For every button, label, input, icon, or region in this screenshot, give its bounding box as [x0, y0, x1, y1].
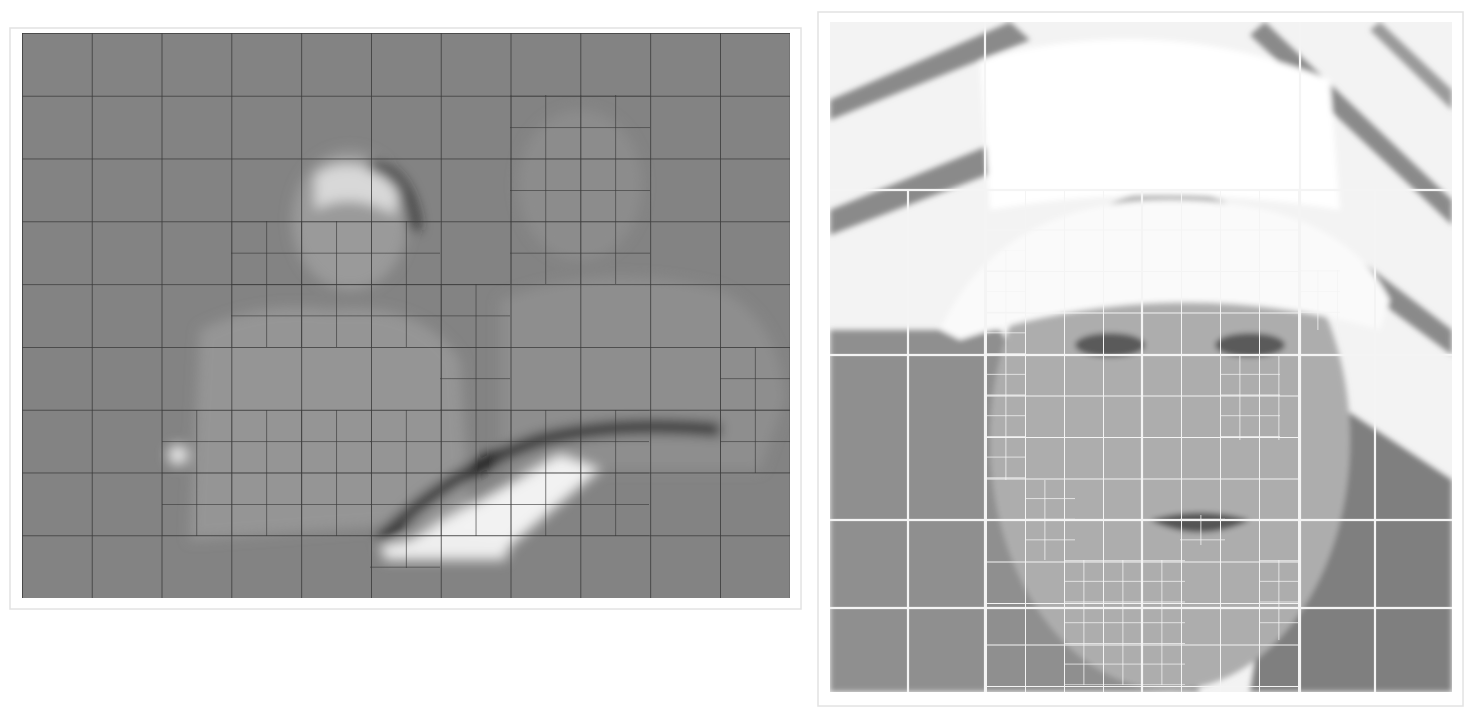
fine-region: [1025, 480, 1075, 560]
fine-region: [1220, 355, 1280, 440]
fine-region: [720, 347, 790, 473]
fine-region: [1260, 560, 1300, 640]
fine-region: [231, 221, 440, 347]
fine-region: [370, 410, 649, 536]
fine-region: [1180, 515, 1225, 545]
hat-top: [980, 39, 1340, 210]
left-image: [22, 33, 790, 598]
stripe: [1370, 22, 1452, 110]
stripe: [830, 22, 1030, 120]
fine-region: [510, 95, 650, 284]
fine-region: [1300, 270, 1340, 330]
fine-region: [370, 536, 440, 568]
fine-region: [1065, 560, 1185, 685]
fine-region: [985, 250, 1025, 480]
right-image: [830, 22, 1452, 692]
left-fine-regions: [162, 95, 790, 568]
right-fine-regions: [985, 190, 1340, 692]
fine-region: [440, 284, 510, 410]
fine-region: [162, 410, 371, 536]
